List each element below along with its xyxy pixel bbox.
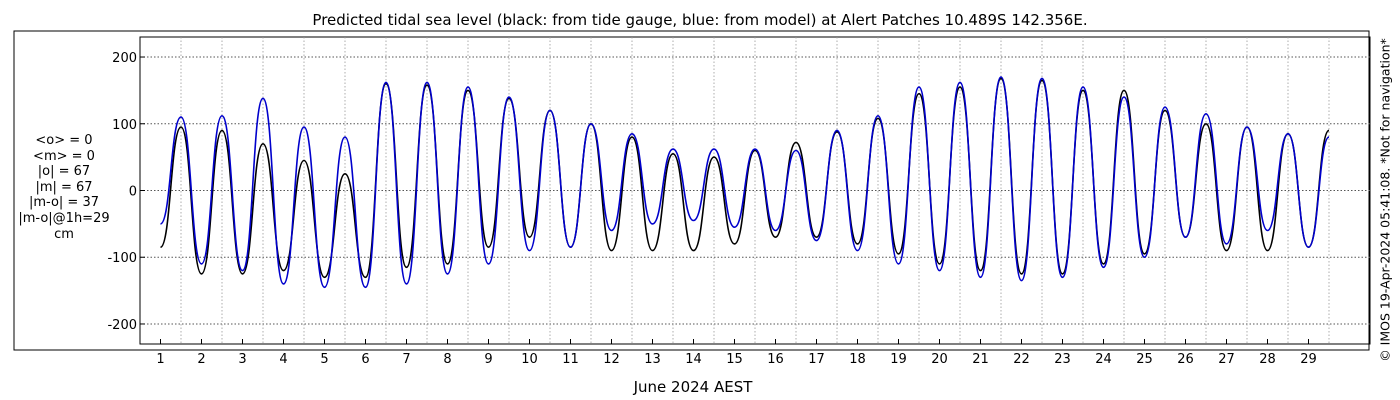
x-tick-label: 17 — [808, 352, 825, 367]
x-tick-label: 12 — [603, 352, 620, 367]
copyright-text: © IMOS 19-Apr-2024 05:41:08. *Not for na… — [1377, 38, 1393, 362]
grid-layer — [139, 36, 1371, 345]
x-tick-label: 6 — [361, 352, 369, 367]
y-tick-label: -100 — [107, 251, 137, 266]
x-tick-label: 1 — [156, 352, 164, 367]
y-tick-label: -200 — [107, 318, 137, 333]
x-axis-label: June 2024 AEST — [633, 378, 754, 396]
y-tick-label: 100 — [112, 118, 137, 133]
x-tick-label: 3 — [238, 352, 246, 367]
stat-abs-model: |m| = 67 — [35, 179, 93, 195]
stat-abs-observed: |o| = 67 — [37, 164, 91, 180]
x-tick-label: 18 — [849, 352, 866, 367]
stat-unit: cm — [54, 226, 74, 242]
x-tick-label: 28 — [1259, 352, 1276, 367]
chart-title: Predicted tidal sea level (black: from t… — [312, 11, 1087, 29]
x-tick-label: 22 — [1013, 352, 1030, 367]
x-tick-label: 23 — [1054, 352, 1071, 367]
x-tick-label: 13 — [644, 352, 661, 367]
x-tick-label: 9 — [484, 352, 492, 367]
series-line-gauge — [159, 77, 1330, 279]
stats-panel: <o> = 0 <m> = 0 |o| = 67 |m| = 67 |m-o| … — [14, 133, 114, 242]
x-tick-label: 27 — [1218, 352, 1235, 367]
x-tick-label: 16 — [767, 352, 784, 367]
x-tick-label: 21 — [972, 352, 989, 367]
x-tick-label: 10 — [521, 352, 538, 367]
stat-abs-diff: |m-o| = 37 — [28, 195, 99, 211]
x-tick-label: 4 — [279, 352, 287, 367]
x-tick-label: 29 — [1300, 352, 1317, 367]
x-tick-label: 5 — [320, 352, 328, 367]
y-tick-label: 0 — [129, 185, 137, 200]
x-tick-label: 2 — [197, 352, 205, 367]
x-tick-label: 11 — [562, 352, 579, 367]
y-tick-label: 200 — [112, 51, 137, 66]
series-layer — [159, 76, 1330, 289]
x-tick-label: 24 — [1095, 352, 1112, 367]
stat-abs-diff-1h: |m-o|@1h=29 — [18, 210, 110, 226]
stat-mean-observed: <o> = 0 — [35, 133, 93, 148]
x-tick-label: 14 — [685, 352, 702, 367]
x-tick-label: 26 — [1177, 352, 1194, 367]
x-tick-label: 19 — [890, 352, 907, 367]
x-tick-label: 8 — [443, 352, 451, 367]
x-tick-label: 15 — [726, 352, 743, 367]
stat-mean-model: <m> = 0 — [33, 148, 95, 164]
x-tick-label: 20 — [931, 352, 948, 367]
x-tick-label: 25 — [1136, 352, 1153, 367]
x-tick-label: 7 — [402, 352, 410, 367]
series-line-model — [159, 76, 1330, 289]
